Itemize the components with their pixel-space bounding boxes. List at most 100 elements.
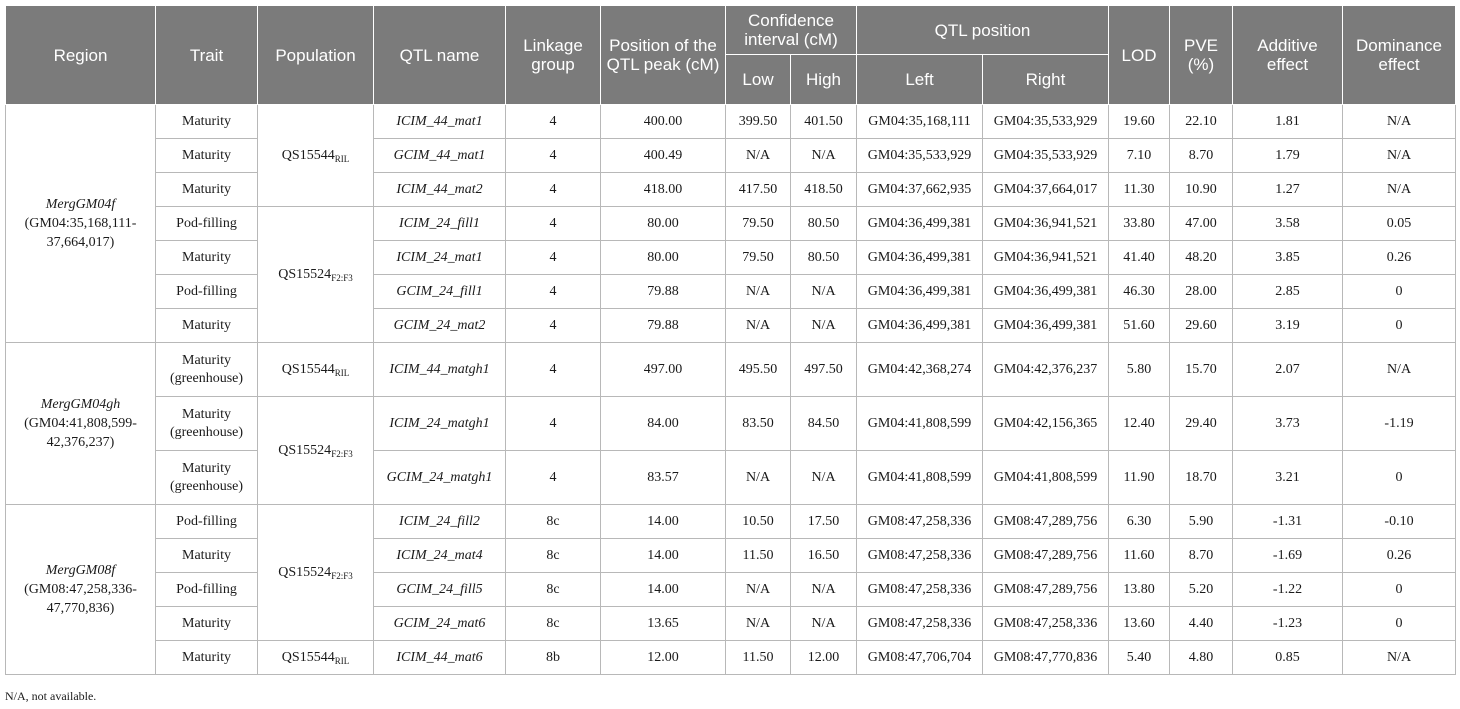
right-position-cell: GM08:47,289,756 <box>982 504 1109 539</box>
region-range: (GM04:35,168,111-37,664,017) <box>24 216 137 250</box>
ci-low-cell: N/A <box>725 274 791 309</box>
ci-high-cell: 80.50 <box>790 240 857 275</box>
table-row: MergGM04gh (GM04:41,808,599-42,376,237) Ma… <box>5 342 1456 505</box>
dominance-cell: 0 <box>1342 308 1456 343</box>
left-position-cell: GM04:35,533,929 <box>856 138 983 173</box>
ci-high-cell: 497.50 <box>790 342 857 397</box>
population-name: QS15524 <box>278 266 332 282</box>
ci-low-cell: 11.50 <box>725 538 791 573</box>
qtl-name-cell: ICIM_44_mat1 <box>373 104 506 139</box>
dominance-cell: N/A <box>1342 640 1456 675</box>
region-name: MergGM04gh <box>40 397 121 412</box>
dominance-cell: N/A <box>1342 342 1456 397</box>
ci-high-cell: 16.50 <box>790 538 857 573</box>
lod-cell: 33.80 <box>1108 206 1170 241</box>
dominance-cell: 0 <box>1342 572 1456 607</box>
ci-low-cell: 399.50 <box>725 104 791 139</box>
lod-cell: 11.30 <box>1108 172 1170 207</box>
trait-cell: Maturity <box>155 104 258 139</box>
pve-cell: 5.90 <box>1169 504 1233 539</box>
qtl-name-cell: ICIM_24_mat4 <box>373 538 506 573</box>
header-ci-low: Low <box>725 54 791 105</box>
linkage-group-cell: 4 <box>505 172 601 207</box>
lod-cell: 51.60 <box>1108 308 1170 343</box>
region-name: MergGM08f <box>45 563 116 578</box>
trait-cell: Maturity <box>155 240 258 275</box>
peak-cell: 14.00 <box>600 504 726 539</box>
right-position-cell: GM04:37,664,017 <box>982 172 1109 207</box>
additive-cell: 1.79 <box>1232 138 1343 173</box>
right-position-cell: GM04:36,499,381 <box>982 274 1109 309</box>
additive-cell: -1.69 <box>1232 538 1343 573</box>
qtl-name-cell: GCIM_24_mat6 <box>373 606 506 641</box>
peak-cell: 79.88 <box>600 308 726 343</box>
ci-low-cell: N/A <box>725 572 791 607</box>
ci-low-cell: 495.50 <box>725 342 791 397</box>
linkage-group-cell: 4 <box>505 138 601 173</box>
dominance-cell: -1.19 <box>1342 396 1456 451</box>
right-position-cell: GM08:47,258,336 <box>982 606 1109 641</box>
right-position-cell: GM04:41,808,599 <box>982 450 1109 505</box>
dominance-cell: N/A <box>1342 138 1456 173</box>
peak-cell: 13.65 <box>600 606 726 641</box>
lod-cell: 46.30 <box>1108 274 1170 309</box>
population-cell: QS15524F2:F3 <box>257 396 374 505</box>
trait-cell: Maturity <box>155 172 258 207</box>
qtl-name-cell: GCIM_24_fill5 <box>373 572 506 607</box>
region-range: (GM08:47,258,336-47,770,836) <box>24 582 137 616</box>
ci-high-cell: N/A <box>790 450 857 505</box>
peak-cell: 14.00 <box>600 538 726 573</box>
lod-cell: 19.60 <box>1108 104 1170 139</box>
left-position-cell: GM04:37,662,935 <box>856 172 983 207</box>
trait-cell: Maturity <box>155 138 258 173</box>
qtl-name-cell: ICIM_44_mat6 <box>373 640 506 675</box>
header-dominance-effect: Dominance effect <box>1342 5 1456 105</box>
qtl-name-cell: GCIM_44_mat1 <box>373 138 506 173</box>
table-row: MergGM04f (GM04:35,168,111-37,664,017) Mat… <box>5 104 1456 343</box>
qtl-table-container: Region Trait Population QTL name Linkage… <box>5 5 1456 675</box>
additive-cell: 1.27 <box>1232 172 1343 207</box>
left-position-cell: GM04:35,168,111 <box>856 104 983 139</box>
region-cell: MergGM04gh (GM04:41,808,599-42,376,237) <box>5 342 156 505</box>
additive-cell: 1.81 <box>1232 104 1343 139</box>
lod-cell: 11.90 <box>1108 450 1170 505</box>
table-row: Pod-filling GCIM_24_fill1 4 79.88 N/A N/A GM04… <box>6 274 1456 309</box>
dominance-cell: N/A <box>1342 104 1456 139</box>
table-row: MergGM08f (GM08:47,258,336-47,770,836) Pod… <box>5 504 1456 675</box>
region-range: (GM04:41,808,599-42,376,237) <box>24 416 137 450</box>
ci-low-cell: N/A <box>725 138 791 173</box>
header-region: Region <box>5 5 156 105</box>
ci-low-cell: 79.50 <box>725 240 791 275</box>
lod-cell: 5.40 <box>1108 640 1170 675</box>
linkage-group-cell: 4 <box>505 240 601 275</box>
region-name: MergGM04f <box>45 197 116 212</box>
header-lod: LOD <box>1108 5 1170 105</box>
trait-cell: Maturity (greenhouse) <box>155 396 258 451</box>
table-row: Maturity ICIM_44_mat2 4 418.00 417.50 418.50 G… <box>6 172 1456 207</box>
pve-cell: 29.40 <box>1169 396 1233 451</box>
additive-cell: 3.73 <box>1232 396 1343 451</box>
lod-cell: 6.30 <box>1108 504 1170 539</box>
dominance-cell: N/A <box>1342 172 1456 207</box>
dominance-cell: -0.10 <box>1342 504 1456 539</box>
ci-low-cell: N/A <box>725 308 791 343</box>
population-suffix: F2:F3 <box>331 448 353 459</box>
left-position-cell: GM04:36,499,381 <box>856 274 983 309</box>
right-position-cell: GM08:47,289,756 <box>982 572 1109 607</box>
table-row: Maturity QS15544RIL ICIM_44_mat6 8b 12.00 11.… <box>6 640 1456 675</box>
region-cell: MergGM08f (GM08:47,258,336-47,770,836) <box>5 504 156 675</box>
header-confidence-interval: Confidence interval (cM) <box>725 5 857 55</box>
table-footnote: N/A, not available. <box>5 689 97 703</box>
peak-cell: 79.88 <box>600 274 726 309</box>
lod-cell: 5.80 <box>1108 342 1170 397</box>
dominance-cell: 0.26 <box>1342 240 1456 275</box>
pve-cell: 18.70 <box>1169 450 1233 505</box>
additive-cell: 3.21 <box>1232 450 1343 505</box>
header-qtl-position: QTL position <box>856 5 1109 55</box>
right-position-cell: GM04:36,941,521 <box>982 240 1109 275</box>
pve-cell: 48.20 <box>1169 240 1233 275</box>
population-suffix: F2:F3 <box>331 570 353 581</box>
linkage-group-cell: 8b <box>505 640 601 675</box>
header-linkage-group: Linkage group <box>505 5 601 105</box>
additive-cell: 3.19 <box>1232 308 1343 343</box>
